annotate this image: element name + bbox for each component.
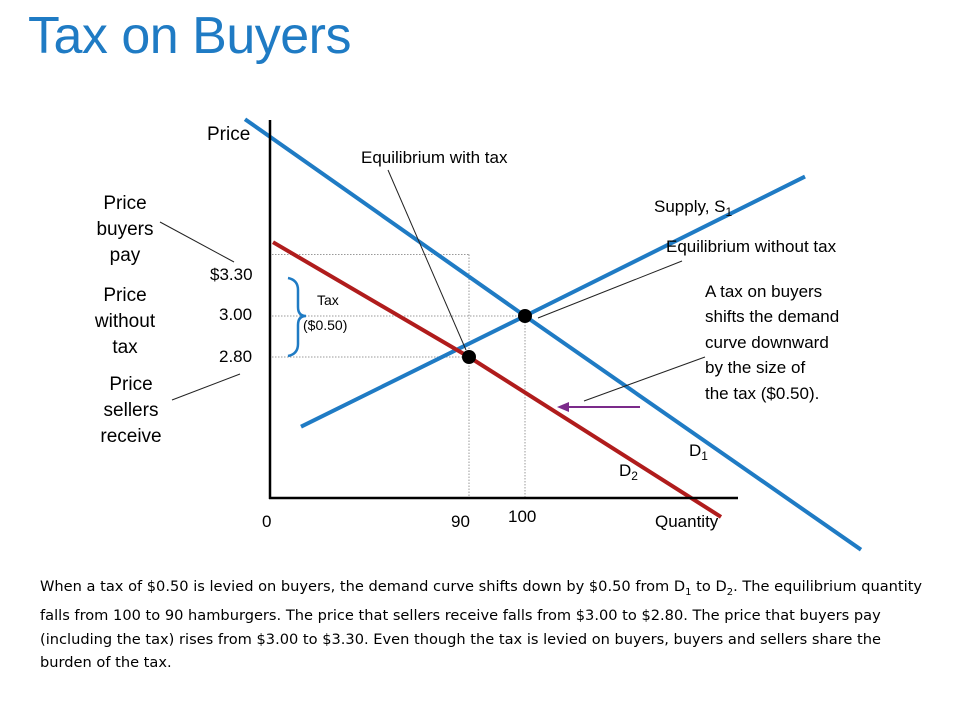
shift-arrow	[557, 402, 640, 412]
shift-arrow-head	[557, 402, 569, 412]
equilibrium-points	[462, 309, 532, 364]
equilibrium-point-without-tax	[518, 309, 532, 323]
demand-d1-label: D1	[689, 441, 708, 463]
x-tick-0: 0	[262, 512, 271, 531]
supply-label: Supply, S1	[654, 197, 733, 219]
x-tick-90: 90	[451, 512, 470, 531]
shift-note: A tax on buyers shifts the demand curve …	[705, 282, 844, 403]
label-price-buyers-pay: Price buyers pay	[96, 193, 154, 266]
label-price-sellers-receive: Price sellers receive	[100, 374, 162, 447]
eq-without-tax-label: Equilibrium without tax	[666, 237, 837, 256]
pointer-eq-with-tax	[387, 169, 467, 351]
caption: When a tax of $0.50 is levied on buyers,…	[40, 578, 923, 672]
shift-note-line: by the size of	[705, 358, 805, 377]
eq-with-tax-label: Equilibrium with tax	[361, 148, 508, 167]
shift-note-line: shifts the demand	[705, 307, 839, 326]
tax-amount: ($0.50)	[303, 317, 347, 333]
tax-label: Tax	[317, 292, 339, 308]
shift-note-line: the tax ($0.50).	[705, 384, 819, 403]
page-title: Tax on Buyers	[28, 7, 352, 65]
axes	[268, 120, 738, 500]
pointer-eq-without-tax	[537, 260, 683, 319]
demand-curve-d2	[271, 240, 723, 519]
annotation-pointers	[159, 169, 706, 402]
pointer-sellers-receive	[171, 373, 241, 401]
tax-chart: Price Quantity 0 90 100 $3.30 3.00 2.80 …	[159, 117, 863, 552]
shift-note-line: A tax on buyers	[705, 282, 822, 301]
label-price-without-tax: Price without tax	[94, 285, 156, 358]
pointer-buyers-pay	[159, 221, 235, 263]
y-tick-300: 3.00	[219, 305, 252, 324]
demand-d2-label: D2	[619, 461, 638, 483]
equilibrium-point-with-tax	[462, 350, 476, 364]
tax-brace	[287, 276, 307, 358]
x-axis-label: Quantity	[655, 512, 719, 531]
x-tick-100: 100	[508, 507, 536, 526]
y-tick-280: 2.80	[219, 347, 252, 366]
y-axis-label: Price	[207, 124, 250, 145]
shift-note-line: curve downward	[705, 333, 829, 352]
pointer-shift-note	[583, 356, 706, 402]
y-tick-330: $3.30	[210, 265, 253, 284]
